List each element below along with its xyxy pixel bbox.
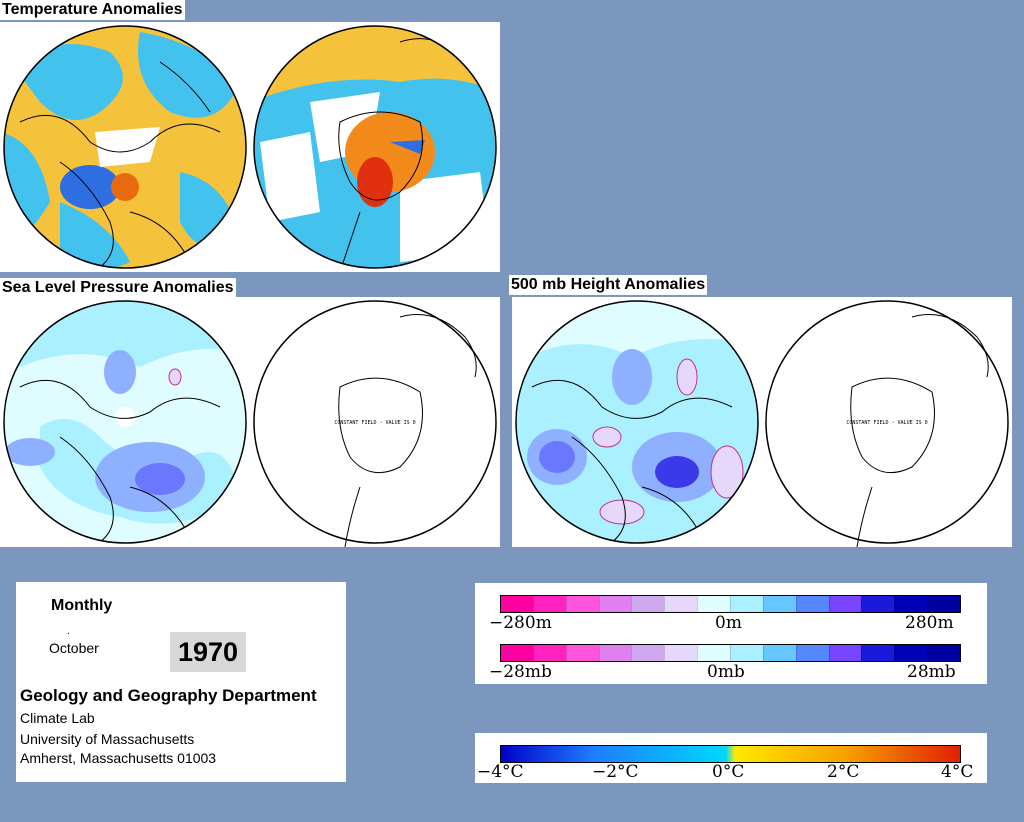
pressure-colorbar-segment <box>598 645 632 661</box>
pressure-colorbar-segment <box>501 645 533 661</box>
pressure-colorbar <box>500 644 961 662</box>
info-box: Monthly . October 1970 Geology and Geogr… <box>16 582 346 782</box>
pressure-colorbar-segment <box>697 645 731 661</box>
height-colorbar-segment <box>664 596 698 612</box>
pressure-tick-left: −28mb <box>489 662 552 682</box>
pressure-colorbar-segment <box>532 645 566 661</box>
slp-title: Sea Level Pressure Anomalies <box>0 278 236 298</box>
height-colorbar-segment <box>795 596 829 612</box>
height-colorbar-segment <box>861 596 895 612</box>
period-dot: . <box>67 626 70 637</box>
height-colorbar-segment <box>565 596 599 612</box>
temperature-tick-3: 0°C <box>712 762 745 782</box>
pressure-tick-center: 0mb <box>707 662 745 682</box>
h500-globe-north <box>515 300 759 544</box>
height-colorbar-segment <box>730 596 763 612</box>
h500-constant-field-label: CONSTANT FIELD - VALUE IS 0 <box>846 420 927 426</box>
slp-globe-north <box>3 300 247 544</box>
height-colorbar-segment <box>631 596 665 612</box>
pressure-colorbar-segment <box>565 645 599 661</box>
university-label: University of Massachusetts <box>20 731 195 747</box>
height-colorbar-segment <box>532 596 566 612</box>
temperature-globe-south <box>253 25 497 269</box>
height-colorbar-segment <box>927 596 961 612</box>
temperature-tick-5: 4°C <box>941 762 974 782</box>
pressure-tick-right: 28mb <box>907 662 956 682</box>
pressure-colorbar-segment <box>664 645 698 661</box>
period-heading: Monthly <box>51 597 113 614</box>
height-tick-center: 0m <box>715 613 742 633</box>
pressure-colorbar-segment <box>631 645 665 661</box>
pressure-colorbar-segment <box>927 645 961 661</box>
temperature-globe-north <box>3 25 247 269</box>
temperature-legend-box: −4°C −2°C 0°C 2°C 4°C <box>475 733 987 783</box>
pressure-colorbar-segment <box>762 645 796 661</box>
slp-globe-south: CONSTANT FIELD - VALUE IS 0 <box>253 300 497 547</box>
h500-title: 500 mb Height Anomalies <box>509 275 708 295</box>
slp-panel: CONSTANT FIELD - VALUE IS 0 <box>0 297 500 547</box>
lab-label: Climate Lab <box>20 710 95 726</box>
height-colorbar <box>500 595 961 613</box>
temperature-tick-4: 2°C <box>827 762 860 782</box>
year-label: 1970 <box>170 632 246 672</box>
pressure-colorbar-segment <box>730 645 763 661</box>
department-label: Geology and Geography Department <box>20 686 317 705</box>
temperature-tick-1: −4°C <box>477 762 524 782</box>
height-colorbar-segment <box>697 596 731 612</box>
h500-globe-south: CONSTANT FIELD - VALUE IS 0 <box>765 300 1009 547</box>
height-colorbar-segment <box>828 596 862 612</box>
temperature-title: Temperature Anomalies <box>0 0 185 20</box>
height-colorbar-segment <box>894 596 928 612</box>
temperature-panel <box>0 22 500 272</box>
height-colorbar-segment <box>598 596 632 612</box>
height-tick-left: −280m <box>489 613 552 633</box>
pressure-colorbar-segment <box>795 645 829 661</box>
temperature-colorbar <box>500 745 961 763</box>
pressure-colorbar-segment <box>861 645 895 661</box>
height-colorbar-segment <box>762 596 796 612</box>
pressure-colorbar-segment <box>828 645 862 661</box>
height-colorbar-segment <box>501 596 533 612</box>
slp-constant-field-label: CONSTANT FIELD - VALUE IS 0 <box>334 420 415 426</box>
height-tick-right: 280m <box>905 613 954 633</box>
anomaly-legend-box: −280m 0m 280m −28mb 0mb 28mb <box>475 583 987 684</box>
h500-panel: CONSTANT FIELD - VALUE IS 0 <box>512 297 1012 547</box>
pressure-colorbar-segment <box>894 645 928 661</box>
month-label: October <box>49 640 99 656</box>
temperature-tick-2: −2°C <box>592 762 639 782</box>
address-label: Amherst, Massachusetts 01003 <box>20 750 217 766</box>
